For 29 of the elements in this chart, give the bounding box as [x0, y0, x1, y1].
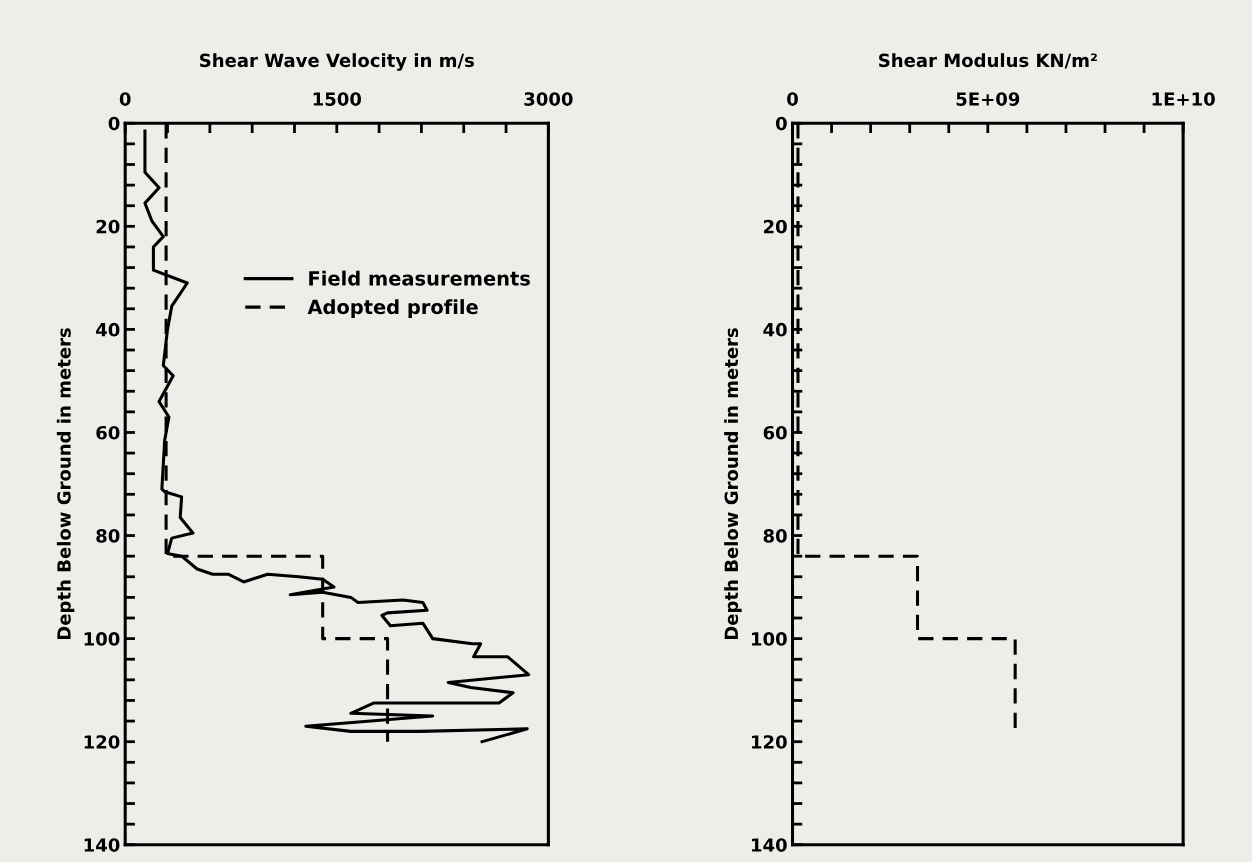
y-tick-label: 120 — [84, 735, 120, 749]
y-tick-label: 20 — [763, 219, 787, 234]
x-tick-label: 3000 — [524, 92, 573, 106]
x-tick-label: 0 — [787, 92, 798, 106]
y-axis-title: Depth Below Ground in meters — [724, 328, 742, 640]
legend-label: Adopted profile — [307, 299, 478, 318]
y-tick-label: 40 — [96, 322, 120, 337]
legend-label: Field measurements — [309, 270, 530, 286]
y-tick-label: 80 — [96, 529, 120, 543]
y-tick-label: 60 — [763, 425, 787, 440]
y-tick-label: 140 — [752, 838, 787, 852]
y-tick-label: 40 — [763, 322, 787, 337]
y-tick-label: 100 — [752, 632, 787, 646]
y-tick-label: 140 — [84, 838, 120, 852]
x-tick-label: 1500 — [313, 92, 362, 106]
y-tick-label: 0 — [108, 116, 120, 131]
y-tick-label: 60 — [96, 425, 120, 440]
y-tick-label: 20 — [96, 219, 120, 234]
x-tick-label: 5E+09 — [956, 92, 1020, 106]
y-tick-label: 120 — [752, 735, 787, 749]
y-tick-label: 80 — [763, 529, 787, 543]
x-axis-title: Shear Modulus KN/m² — [879, 53, 1097, 69]
x-tick-label: 1E+10 — [1152, 92, 1215, 106]
y-tick-label: 0 — [775, 116, 787, 131]
x-tick-label: 0 — [119, 92, 131, 106]
y-tick-label: 100 — [84, 632, 120, 646]
line-series — [143, 129, 531, 744]
x-axis-title: Shear Wave Velocity in m/s — [200, 53, 474, 71]
y-axis-title: Depth Below Ground in meters — [56, 328, 75, 640]
